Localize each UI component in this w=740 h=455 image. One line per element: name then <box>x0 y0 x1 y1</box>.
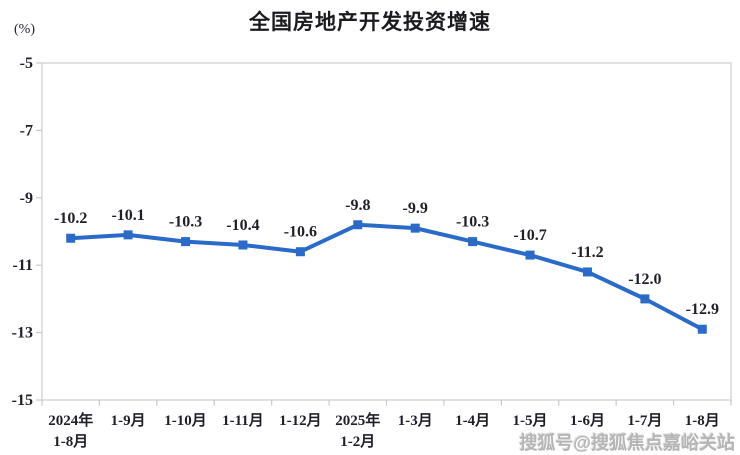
data-point-marker <box>640 294 650 304</box>
y-axis-tick-label: -13 <box>12 325 33 342</box>
x-axis-category-label: 1-8月 <box>53 433 88 450</box>
data-point-label: -10.1 <box>111 207 144 224</box>
data-point-label: -9.8 <box>345 197 370 214</box>
data-point-label: -11.2 <box>571 244 603 261</box>
y-axis-tick-label: -15 <box>12 392 33 409</box>
y-axis-tick-label: -11 <box>13 257 33 274</box>
y-axis-unit-label: (%) <box>14 22 35 37</box>
x-axis-category-label: 1-8月 <box>685 412 720 429</box>
x-axis-category-label: 1-2月 <box>340 433 375 450</box>
data-point-marker <box>295 247 305 257</box>
data-point-marker <box>525 250 535 260</box>
x-axis-category-label: 1-6月 <box>570 412 605 429</box>
x-axis-category-label: 1-10月 <box>164 412 207 429</box>
data-point-marker <box>410 223 420 233</box>
data-point-marker <box>181 237 191 247</box>
data-point-marker <box>468 237 478 247</box>
data-point-label: -9.9 <box>403 200 428 217</box>
data-point-label: -10.4 <box>226 217 259 234</box>
data-point-marker <box>697 324 707 334</box>
watermark: 搜狐号@搜狐焦点嘉峪关站 <box>519 433 735 453</box>
data-line <box>68 222 705 332</box>
x-axis-category-label: 1-11月 <box>222 412 264 429</box>
x-axis-category-label: 1-3月 <box>398 412 433 429</box>
data-point-label: -10.2 <box>54 210 87 227</box>
y-axis-tick-label: -7 <box>20 122 33 139</box>
data-point-marker <box>238 240 248 250</box>
y-axis-tick-label: -9 <box>20 190 33 207</box>
data-point-label: -10.3 <box>456 214 489 231</box>
x-axis-category-label: 1-12月 <box>279 412 322 429</box>
x-axis-category-label: 2024年 <box>48 411 93 429</box>
x-axis-category-label: 1-5月 <box>513 412 548 429</box>
data-point-label: -12.0 <box>628 271 661 288</box>
data-point-marker <box>353 220 363 230</box>
x-axis-category-label: 1-9月 <box>111 412 146 429</box>
data-point-marker <box>123 230 133 240</box>
data-point-marker <box>66 233 76 243</box>
data-point-label: -10.3 <box>169 214 202 231</box>
data-point-marker <box>582 267 592 277</box>
data-point-label: -10.6 <box>284 224 317 241</box>
x-axis-category-label: 2025年 <box>335 411 380 429</box>
data-point-label: -12.9 <box>686 301 719 318</box>
chart-title: 全国房地产开发投资增速 <box>249 11 491 34</box>
x-axis-category-label: 1-7月 <box>627 412 662 429</box>
plot-border <box>41 62 732 401</box>
data-point-label: -10.7 <box>513 227 546 244</box>
y-axis-tick-label: -5 <box>20 55 33 72</box>
x-axis-category-label: 1-4月 <box>455 412 490 429</box>
